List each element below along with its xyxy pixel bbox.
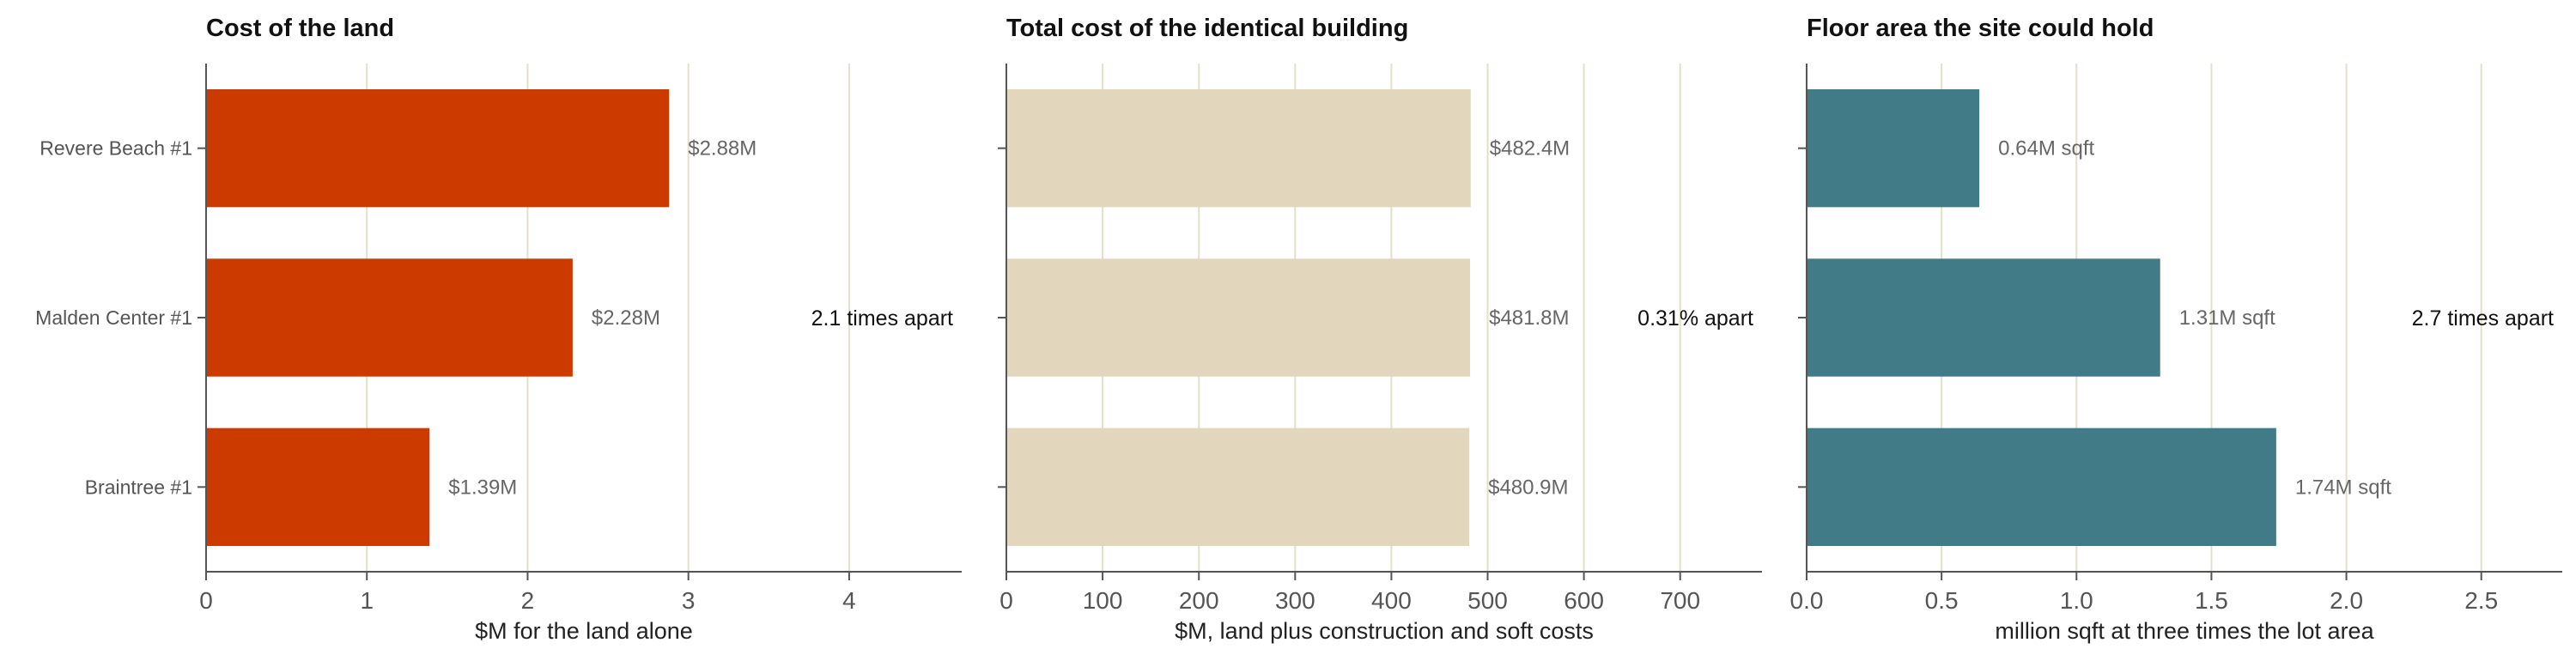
annotation: 2.1 times apart [811, 306, 953, 330]
x-tick-label: 1.5 [2195, 587, 2228, 614]
x-tick-label: 700 [1660, 587, 1700, 614]
bar-2 [206, 258, 573, 377]
x-axis-label: $M, land plus construction and soft cost… [1175, 618, 1594, 644]
x-tick-label: 0.0 [1790, 587, 1824, 614]
chart-panel-2: Total cost of the identical building $482… [998, 15, 1762, 644]
data-label: 0.64M sqft [1998, 137, 2094, 161]
data-label: $1.39M [448, 476, 517, 499]
data-label: 1.31M sqft [2179, 306, 2275, 330]
data-label: 1.74M sqft [2295, 476, 2391, 499]
data-label: $2.88M [688, 137, 756, 161]
x-tick-label: 500 [1467, 587, 1508, 614]
chart-title: Total cost of the identical building [1006, 15, 1408, 42]
annotation: 0.31% apart [1637, 306, 1753, 330]
x-tick-label: 2.5 [2464, 587, 2498, 614]
x-tick-label: 1 [360, 587, 374, 614]
bar-2 [1807, 258, 2160, 377]
x-tick-label: 0 [999, 587, 1013, 614]
x-tick-label: 600 [1564, 587, 1604, 614]
bar-1 [1807, 89, 1980, 208]
x-tick-label: 100 [1083, 587, 1123, 614]
data-label: $482.4M [1490, 137, 1570, 161]
data-label: $481.8M [1489, 306, 1569, 330]
x-tick-label: 2 [521, 587, 535, 614]
x-tick-label: 400 [1371, 587, 1412, 614]
category-label: Braintree #1 [85, 476, 192, 498]
x-tick-label: 3 [682, 587, 696, 614]
bar-3 [206, 428, 430, 546]
x-tick-label: 2.0 [2330, 587, 2363, 614]
bar-3 [1807, 428, 2276, 546]
category-label: Revere Beach #1 [39, 137, 192, 160]
chart-panel-1: Cost of the land Revere Beach #1 $2.88M Mal… [35, 15, 962, 644]
x-tick-label: 0 [199, 587, 213, 614]
bar-1 [206, 89, 670, 208]
data-label: $2.28M [592, 306, 660, 330]
chart-title: Floor area the site could hold [1807, 15, 2154, 42]
bar-3 [1006, 428, 1470, 546]
x-tick-label: 1.0 [2060, 587, 2093, 614]
x-tick-label: 300 [1275, 587, 1315, 614]
chart-panel-3: Floor area the site could hold 0.64M sqft… [1790, 15, 2562, 644]
x-tick-label: 0.5 [1925, 587, 1959, 614]
data-label: $480.9M [1488, 476, 1568, 499]
x-tick-label: 200 [1179, 587, 1219, 614]
x-axis-label: million sqft at three times the lot area [1995, 618, 2374, 644]
category-label: Malden Center #1 [35, 306, 192, 329]
bar-1 [1006, 89, 1471, 208]
chart-title: Cost of the land [206, 15, 394, 42]
annotation: 2.7 times apart [2412, 306, 2554, 330]
x-tick-label: 4 [842, 587, 856, 614]
bar-2 [1006, 258, 1471, 377]
x-axis-label: $M for the land alone [475, 618, 693, 644]
